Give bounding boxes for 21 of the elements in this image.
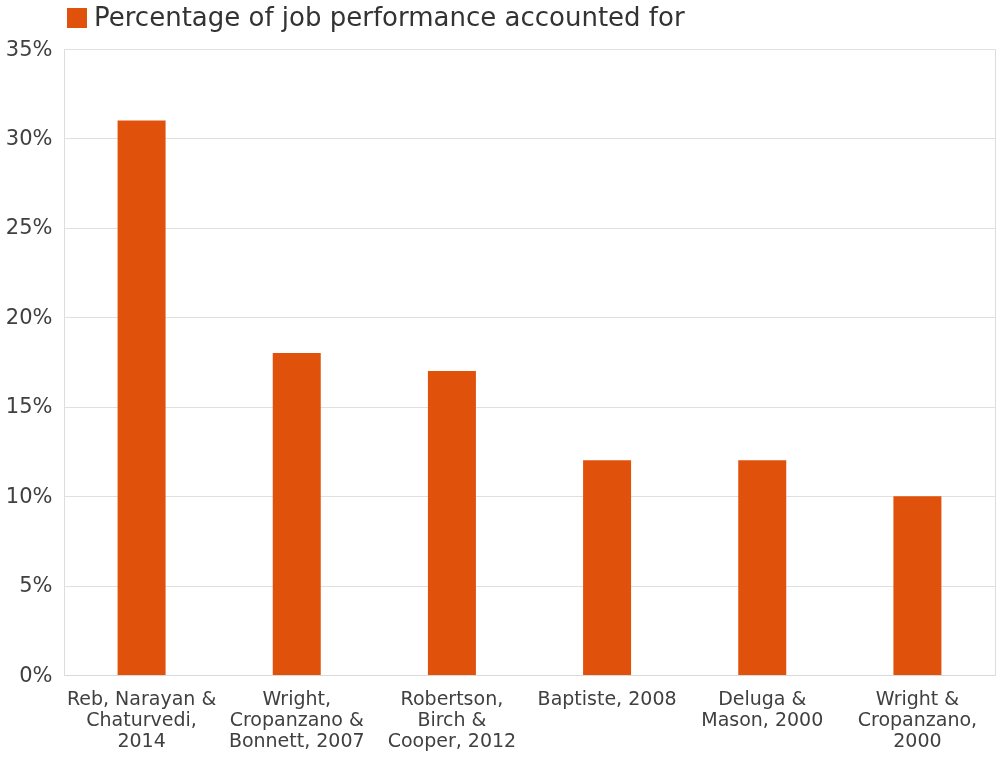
legend-label: Percentage of job performance accounted for [94,2,685,32]
x-tick-label: Wright & Cropanzano, 2000 [857,686,978,751]
y-tick-label: 10% [5,483,53,508]
bar [427,370,476,675]
y-tick-label: 25% [5,215,53,240]
bar [272,353,321,675]
bar [893,496,942,675]
bar [583,460,632,675]
y-tick-label: 5% [19,573,53,598]
x-tick-label: Baptiste, 2008 [537,686,677,709]
y-tick-label: 30% [5,125,53,150]
x-tick-label: Robertson, Birch & Cooper, 2012 [387,686,517,751]
y-tick-label: 20% [5,304,53,329]
y-tick-label: 35% [5,36,53,61]
y-tick-label: 0% [19,662,53,687]
bar [738,460,787,675]
bar [117,120,166,675]
y-tick-label: 15% [5,394,53,419]
x-tick-label: Reb, Narayan & Chaturvedi, 2014 [66,686,217,751]
x-tick-label: Wright, Cropanzano & Bonnett, 2007 [228,686,365,751]
x-tick-label: Deluga & Mason, 2000 [701,686,824,730]
